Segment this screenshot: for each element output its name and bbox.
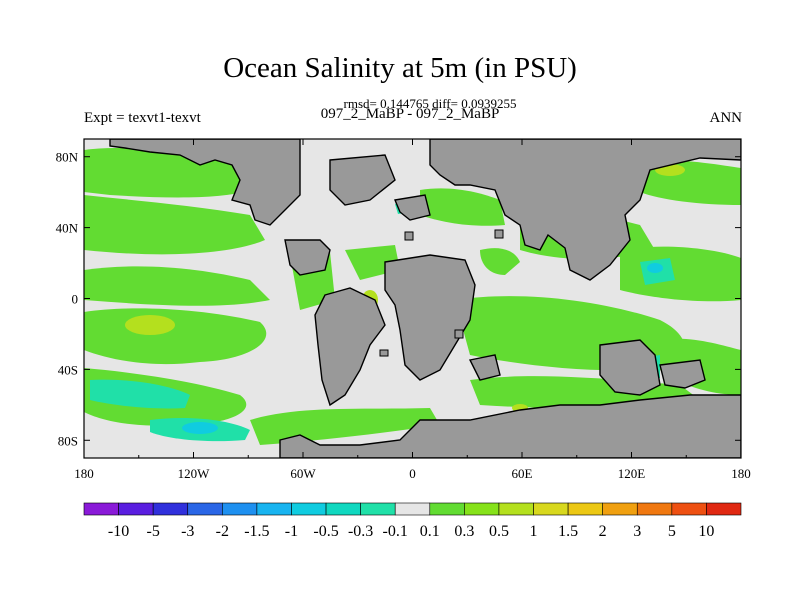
colorbar-label: -10 <box>108 523 129 540</box>
colorbar-swatch <box>83 502 119 516</box>
case-label: 097_2_MaBP - 097_2_MaBP <box>320 106 500 122</box>
season-label: ANN <box>709 110 743 126</box>
salinity-field <box>84 139 741 458</box>
colorbar-swatch <box>222 502 258 516</box>
colorbar-label: -0.1 <box>383 523 408 540</box>
y-tick-label: 40S <box>58 362 78 377</box>
colorbar-swatch <box>533 502 569 516</box>
colorbar-swatch <box>498 502 534 516</box>
colorbar-label: -5 <box>146 523 159 540</box>
plot-title: Ocean Salinity at 5m (in PSU) <box>223 52 577 84</box>
colorbar-label: -1 <box>285 523 298 540</box>
colorbar-swatch <box>187 502 223 516</box>
colorbar-swatch <box>325 502 361 516</box>
experiment-label: Expt = texvt1-texvt <box>84 110 201 126</box>
colorbar-swatch <box>291 502 327 516</box>
x-tick-label: 120W <box>178 466 211 481</box>
colorbar-swatch <box>602 502 638 516</box>
colorbar-swatch <box>706 502 742 516</box>
colorbar-swatch <box>636 502 673 516</box>
colorbar-swatch <box>394 502 431 516</box>
stats-line: rmsd= 0.144765 diff= 0.0939255 <box>343 96 517 111</box>
colorbar-swatch <box>429 502 465 516</box>
y-tick-label: 0 <box>72 292 79 307</box>
colorbar-label: 10 <box>698 523 714 540</box>
x-tick-label: 180 <box>74 466 94 481</box>
colorbar-label: -0.5 <box>313 523 338 540</box>
colorbar-label: -1.5 <box>244 523 269 540</box>
colorbar-label: 1.5 <box>558 523 578 540</box>
colorbar-swatch <box>256 502 292 516</box>
y-tick-label: 80S <box>58 433 78 448</box>
colorbar-label: 5 <box>668 523 676 540</box>
colorbar-label: -0.3 <box>348 523 373 540</box>
islands <box>379 229 504 357</box>
x-tick-label: 180 <box>731 466 751 481</box>
colorbar-swatch <box>360 502 396 516</box>
land-masses <box>109 139 741 458</box>
y-tick-label: 40N <box>56 221 79 236</box>
colorbar-label: -3 <box>181 523 194 540</box>
colorbar-swatch <box>464 502 500 516</box>
y-tick-label: 80N <box>56 150 79 165</box>
colorbar-label: 1 <box>530 523 538 540</box>
colorbar: -10 -5 -3 -2 -1.5 -1 -0.5 -0.3 -0.1 0.1 0.3 0.5 1 1.5… <box>83 502 742 540</box>
colorbar-swatch <box>118 502 154 516</box>
colorbar-label: 0.1 <box>420 523 440 540</box>
colorbar-label: 0.3 <box>454 523 474 540</box>
x-tick-label: 120E <box>618 466 646 481</box>
colorbar-label: 2 <box>599 523 607 540</box>
x-tick-label: 60W <box>290 466 316 481</box>
strong-negative-spots <box>182 263 663 434</box>
colorbar-label: 3 <box>633 523 641 540</box>
colorbar-swatch <box>671 502 707 516</box>
x-axis-ticks: 180 120W 60W 0 60E 120E 180 <box>74 139 751 481</box>
colorbar-label: 0.5 <box>489 523 509 540</box>
x-tick-label: 60E <box>512 466 533 481</box>
y-axis-ticks: 80N 40N 0 40S 80S <box>56 150 741 448</box>
colorbar-swatch <box>152 502 189 516</box>
colorbar-swatch <box>567 502 603 516</box>
colorbar-label: -2 <box>216 523 229 540</box>
x-tick-label: 0 <box>409 466 416 481</box>
